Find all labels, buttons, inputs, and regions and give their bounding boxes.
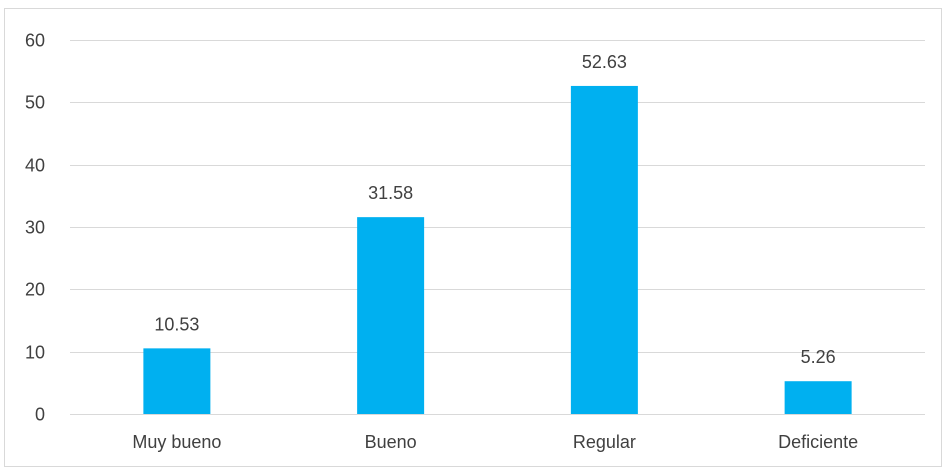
- x-category-label: Muy bueno: [132, 432, 221, 452]
- bar-regular: [570, 85, 638, 414]
- x-category-label: Bueno: [365, 432, 417, 452]
- y-tick-label: 50: [25, 93, 45, 113]
- bar-deficiente: [784, 381, 852, 414]
- data-label: 31.58: [368, 183, 413, 203]
- data-label: 5.26: [801, 347, 836, 367]
- x-category-label: Regular: [573, 432, 636, 452]
- y-tick-label: 20: [25, 280, 45, 300]
- x-category-label: Deficiente: [778, 432, 858, 452]
- y-tick-label: 60: [25, 31, 45, 51]
- y-tick-label: 0: [35, 405, 45, 425]
- bars: [143, 85, 852, 414]
- x-axis-category-labels: Muy bueno Bueno Regular Deficiente: [132, 432, 858, 452]
- data-labels: 10.53 31.58 52.63 5.26: [154, 52, 835, 367]
- bar-bueno: [357, 217, 425, 414]
- y-tick-label: 30: [25, 218, 45, 238]
- data-label: 52.63: [582, 52, 627, 72]
- data-label: 10.53: [154, 314, 199, 334]
- gridlines: [70, 40, 925, 415]
- y-tick-label: 10: [25, 343, 45, 363]
- y-axis-tick-labels: 0 10 20 30 40 50 60: [25, 31, 45, 425]
- y-tick-label: 40: [25, 156, 45, 176]
- bar-muy-bueno: [143, 348, 211, 414]
